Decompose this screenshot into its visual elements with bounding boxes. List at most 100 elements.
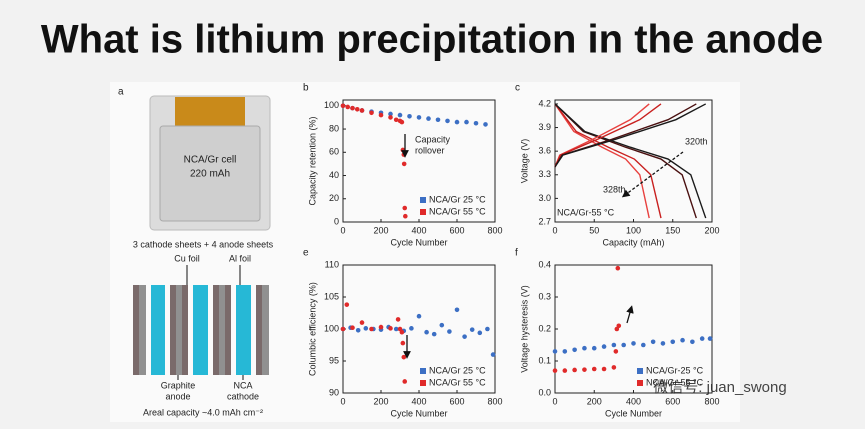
y-tick-label: 3.6: [538, 146, 551, 156]
x-tick-label: 600: [665, 396, 680, 406]
data-point: [399, 119, 405, 125]
data-point: [359, 108, 365, 113]
x-tick-label: 0: [340, 225, 345, 235]
y-tick-label: 100: [324, 323, 339, 333]
data-point: [670, 339, 676, 345]
areal-capacity: Areal capacity ~4.0 mAh cm⁻²: [143, 407, 263, 417]
data-point: [680, 337, 685, 343]
data-point: [572, 367, 577, 373]
y-tick-label: 3.3: [538, 169, 551, 179]
panel-label: f: [515, 248, 518, 259]
legend-marker: [420, 368, 426, 374]
data-point: [582, 345, 587, 351]
data-point: [631, 341, 636, 346]
x-tick-label: 150: [665, 225, 680, 235]
y-axis-label: Voltage hysteresis (V): [519, 285, 529, 373]
y-tick-label: 0.4: [538, 259, 551, 269]
y-tick-label: 3.9: [538, 122, 551, 132]
cell-name: NCA/Gr cell: [184, 155, 237, 166]
data-point: [416, 313, 422, 319]
data-point: [378, 112, 384, 118]
data-point: [400, 340, 406, 346]
data-point: [388, 115, 393, 120]
data-point: [591, 366, 597, 372]
curve: [554, 103, 650, 219]
data-point: [350, 105, 355, 111]
x-axis-label: Cycle Number: [605, 408, 662, 418]
data-point: [402, 379, 408, 384]
y-tick-label: 40: [329, 170, 339, 180]
data-point: [454, 119, 460, 125]
data-point: [402, 205, 408, 211]
data-point: [369, 110, 374, 116]
data-point: [401, 354, 407, 360]
y-axis-label: Capacity retention (%): [307, 116, 317, 205]
data-point: [401, 161, 407, 167]
curve: [554, 103, 662, 219]
x-tick-label: 200: [587, 396, 602, 406]
x-axis-label: Cycle Number: [390, 237, 447, 247]
data-point: [363, 326, 369, 331]
legend-marker: [420, 209, 426, 215]
data-point: [416, 115, 422, 120]
x-axis-label: Cycle Number: [390, 408, 447, 418]
data-point: [613, 349, 619, 354]
data-point: [397, 112, 403, 118]
x-tick-label: 0: [340, 396, 345, 406]
data-point: [340, 326, 346, 332]
y-tick-label: 0: [334, 216, 339, 226]
y-tick-label: 90: [329, 387, 339, 397]
legend-label: NCA/Gr 55 °C: [429, 377, 486, 387]
x-tick-label: 800: [487, 225, 502, 235]
y-tick-label: 4.2: [538, 98, 551, 108]
data-point: [369, 326, 374, 332]
al-foil-label: Al foil: [229, 253, 251, 263]
data-point: [345, 104, 351, 110]
cell-photo: [149, 95, 271, 231]
data-point: [707, 336, 713, 341]
data-point: [435, 117, 441, 123]
data-point: [690, 339, 695, 345]
y-tick-label: 100: [324, 100, 339, 110]
y-tick-label: 0.3: [538, 291, 551, 301]
y-tick-label: 95: [329, 355, 339, 365]
data-point: [477, 330, 483, 336]
data-point: [395, 317, 401, 322]
y-tick-label: 20: [329, 193, 339, 203]
y-tick-label: 2.7: [538, 216, 551, 226]
data-point: [483, 122, 488, 127]
data-point: [469, 327, 475, 332]
legend-label: NCA/Gr 25 °C: [429, 365, 486, 375]
y-tick-label: 80: [329, 123, 339, 133]
data-point: [445, 118, 450, 124]
y-tick-label: 60: [329, 147, 339, 157]
legend-label: NCA/Gr-55 °C: [646, 377, 704, 387]
data-point: [403, 213, 408, 219]
x-axis-label: Capacity (mAh): [602, 237, 664, 247]
panel-label: c: [515, 83, 520, 94]
data-point: [447, 329, 452, 334]
electrode-stack: [133, 265, 269, 380]
data-point: [616, 323, 622, 329]
data-point: [407, 113, 412, 119]
x-tick-label: 50: [589, 225, 599, 235]
data-point: [601, 366, 607, 372]
data-point: [439, 322, 445, 328]
legend-label: NCA/Gr-25 °C: [646, 365, 704, 375]
anode-label: anode: [165, 391, 190, 401]
data-point: [409, 326, 414, 331]
x-tick-label: 400: [626, 396, 641, 406]
data-point: [393, 326, 399, 332]
data-point: [650, 339, 656, 345]
data-point: [393, 117, 399, 123]
data-point: [552, 368, 558, 373]
anode-label: Graphite: [161, 380, 196, 390]
legend-marker: [637, 368, 643, 374]
y-tick-label: 105: [324, 291, 339, 301]
annotation: 320th: [685, 136, 708, 146]
cu-foil-label: Cu foil: [174, 253, 200, 263]
legend-label: NCA/Gr 55 °C: [429, 206, 486, 216]
data-point: [462, 334, 467, 339]
annotation: Capacity: [415, 134, 451, 144]
